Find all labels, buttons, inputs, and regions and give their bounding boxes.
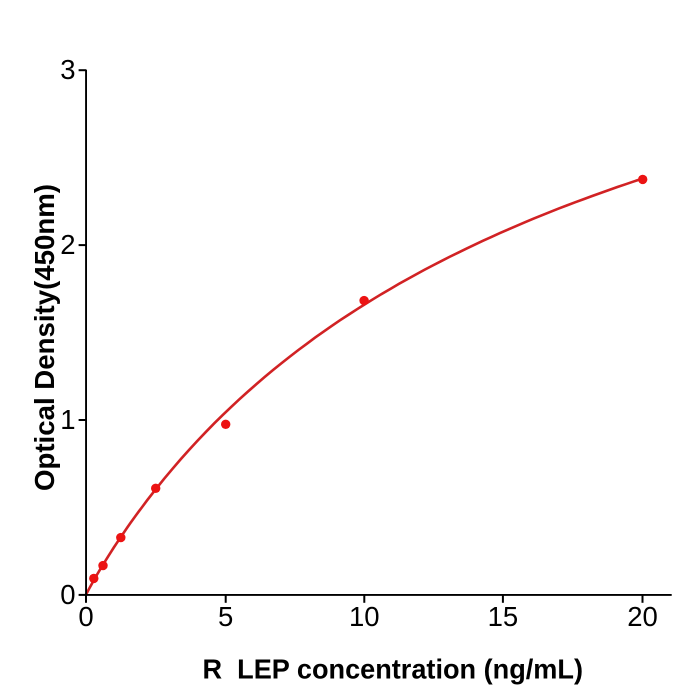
svg-text:Optical Density(450nm): Optical Density(450nm) — [29, 184, 60, 491]
svg-text:10: 10 — [349, 601, 380, 632]
svg-text:15: 15 — [488, 601, 519, 632]
svg-text:1: 1 — [60, 404, 75, 435]
svg-text:R LEP concentration (ng/mL): R LEP concentration (ng/mL) — [203, 653, 584, 684]
svg-text:3: 3 — [60, 54, 75, 85]
svg-text:5: 5 — [218, 601, 233, 632]
svg-text:0: 0 — [78, 601, 93, 632]
svg-text:20: 20 — [627, 601, 658, 632]
svg-text:0: 0 — [60, 579, 75, 610]
svg-text:2: 2 — [60, 229, 75, 260]
